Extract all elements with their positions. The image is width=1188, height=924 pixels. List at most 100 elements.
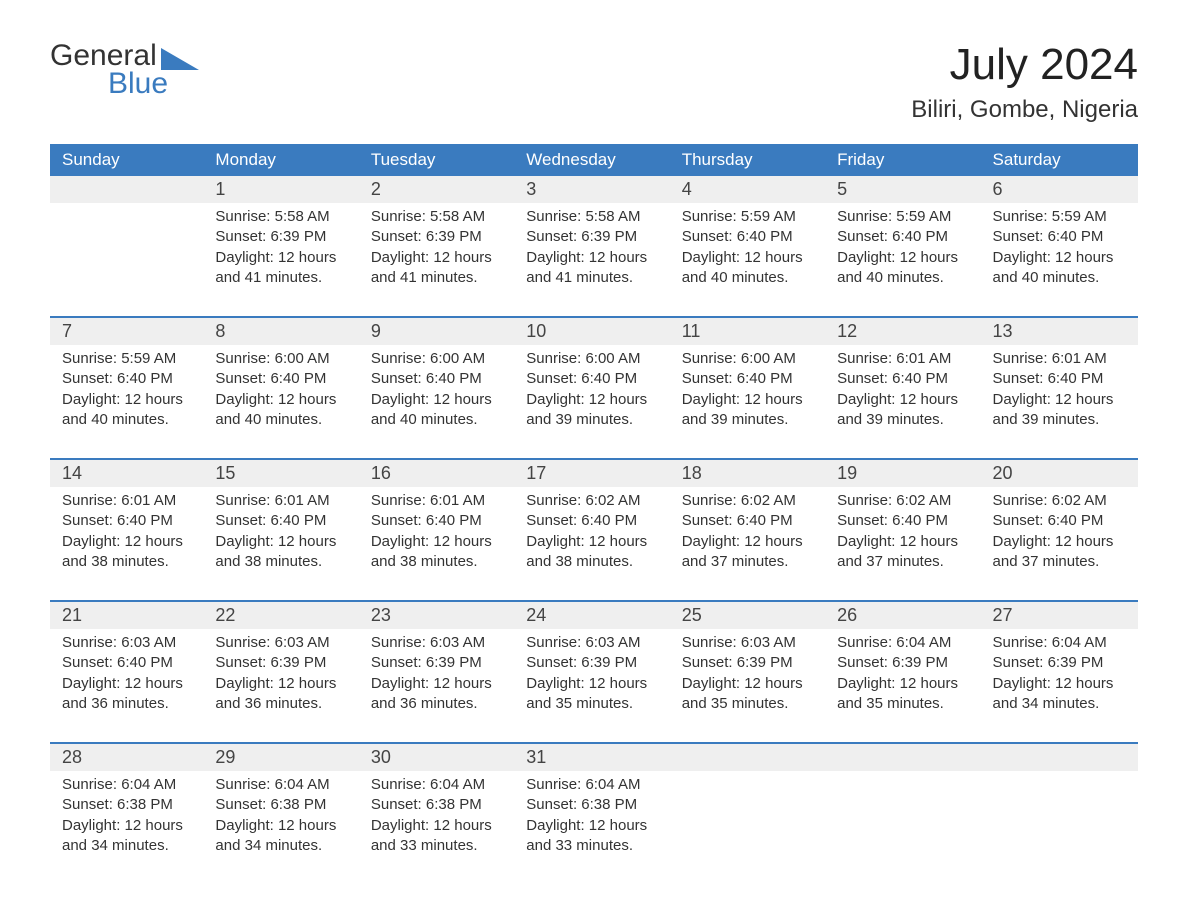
col-wednesday: Wednesday <box>516 144 671 176</box>
sunset-text: Sunset: 6:40 PM <box>371 369 506 389</box>
daylight-text: and 40 minutes. <box>215 410 350 430</box>
day-number-cell: 31 <box>516 744 671 771</box>
sunset-text: Sunset: 6:40 PM <box>682 227 817 247</box>
day-detail-cell: Sunrise: 6:03 AMSunset: 6:39 PMDaylight:… <box>516 629 671 743</box>
daylight-text: Daylight: 12 hours <box>371 674 506 694</box>
daylight-text: and 40 minutes. <box>371 410 506 430</box>
day-detail-cell: Sunrise: 6:00 AMSunset: 6:40 PMDaylight:… <box>361 345 516 459</box>
day-number: 4 <box>682 179 692 199</box>
daylight-text: Daylight: 12 hours <box>993 390 1128 410</box>
day-detail-cell: Sunrise: 5:59 AMSunset: 6:40 PMDaylight:… <box>672 203 827 317</box>
daylight-text: Daylight: 12 hours <box>837 532 972 552</box>
day-number-cell: 6 <box>983 176 1138 203</box>
sunset-text: Sunset: 6:38 PM <box>62 795 195 815</box>
day-number-cell: 30 <box>361 744 516 771</box>
daylight-text: and 39 minutes. <box>837 410 972 430</box>
sunrise-text: Sunrise: 6:04 AM <box>371 775 506 795</box>
day-detail-cell: Sunrise: 5:58 AMSunset: 6:39 PMDaylight:… <box>361 203 516 317</box>
sunrise-text: Sunrise: 6:03 AM <box>371 633 506 653</box>
sunrise-text: Sunrise: 6:04 AM <box>837 633 972 653</box>
day-number-cell: 9 <box>361 318 516 345</box>
day-detail-cell <box>983 771 1138 884</box>
daylight-text: Daylight: 12 hours <box>62 674 195 694</box>
sunrise-text: Sunrise: 5:59 AM <box>837 207 972 227</box>
daylight-text: Daylight: 12 hours <box>682 248 817 268</box>
day-number: 10 <box>526 321 546 341</box>
sunrise-text: Sunrise: 6:03 AM <box>526 633 661 653</box>
sunrise-text: Sunrise: 6:02 AM <box>993 491 1128 511</box>
sunset-text: Sunset: 6:40 PM <box>215 369 350 389</box>
sunset-text: Sunset: 6:40 PM <box>371 511 506 531</box>
sunrise-text: Sunrise: 5:58 AM <box>215 207 350 227</box>
sunset-text: Sunset: 6:39 PM <box>993 653 1128 673</box>
day-number-cell: 20 <box>983 460 1138 487</box>
logo-word-2: Blue <box>108 68 199 100</box>
daylight-text: and 38 minutes. <box>215 552 350 572</box>
daylight-text: and 36 minutes. <box>371 694 506 714</box>
sunrise-text: Sunrise: 5:58 AM <box>371 207 506 227</box>
day-detail-cell: Sunrise: 6:01 AMSunset: 6:40 PMDaylight:… <box>983 345 1138 459</box>
day-number: 9 <box>371 321 381 341</box>
daylight-text: and 35 minutes. <box>526 694 661 714</box>
sunset-text: Sunset: 6:39 PM <box>215 227 350 247</box>
sunset-text: Sunset: 6:40 PM <box>62 653 195 673</box>
day-detail-cell: Sunrise: 6:04 AMSunset: 6:38 PMDaylight:… <box>516 771 671 884</box>
day-number-row: 14151617181920 <box>50 460 1138 487</box>
day-number-cell: 14 <box>50 460 205 487</box>
day-number: 24 <box>526 605 546 625</box>
day-number: 15 <box>215 463 235 483</box>
day-number-cell: 2 <box>361 176 516 203</box>
sunrise-text: Sunrise: 6:01 AM <box>993 349 1128 369</box>
day-number-cell <box>50 176 205 203</box>
day-detail-cell: Sunrise: 6:00 AMSunset: 6:40 PMDaylight:… <box>672 345 827 459</box>
daylight-text: and 33 minutes. <box>526 836 661 856</box>
daylight-text: Daylight: 12 hours <box>62 532 195 552</box>
daylight-text: and 35 minutes. <box>682 694 817 714</box>
col-friday: Friday <box>827 144 982 176</box>
daylight-text: and 38 minutes. <box>371 552 506 572</box>
day-number: 29 <box>215 747 235 767</box>
day-number-cell: 21 <box>50 602 205 629</box>
day-number: 18 <box>682 463 702 483</box>
sunset-text: Sunset: 6:38 PM <box>371 795 506 815</box>
day-detail-cell <box>50 203 205 317</box>
daylight-text: Daylight: 12 hours <box>526 532 661 552</box>
daylight-text: Daylight: 12 hours <box>371 816 506 836</box>
day-number-cell <box>983 744 1138 771</box>
daylight-text: Daylight: 12 hours <box>993 532 1128 552</box>
sunrise-text: Sunrise: 6:00 AM <box>371 349 506 369</box>
sunset-text: Sunset: 6:40 PM <box>682 511 817 531</box>
day-number: 14 <box>62 463 82 483</box>
title-block: July 2024 Biliri, Gombe, Nigeria <box>911 40 1138 124</box>
daylight-text: and 39 minutes. <box>993 410 1128 430</box>
calendar-table: Sunday Monday Tuesday Wednesday Thursday… <box>50 144 1138 884</box>
day-number-cell: 25 <box>672 602 827 629</box>
daylight-text: and 39 minutes. <box>682 410 817 430</box>
sunset-text: Sunset: 6:40 PM <box>62 511 195 531</box>
sunrise-text: Sunrise: 6:01 AM <box>837 349 972 369</box>
day-number-row: 123456 <box>50 176 1138 203</box>
day-detail-cell: Sunrise: 5:59 AMSunset: 6:40 PMDaylight:… <box>50 345 205 459</box>
daylight-text: Daylight: 12 hours <box>526 816 661 836</box>
day-number: 20 <box>993 463 1013 483</box>
day-number: 30 <box>371 747 391 767</box>
day-number: 17 <box>526 463 546 483</box>
daylight-text: Daylight: 12 hours <box>837 390 972 410</box>
daylight-text: and 39 minutes. <box>526 410 661 430</box>
day-number: 28 <box>62 747 82 767</box>
day-number-cell: 19 <box>827 460 982 487</box>
daylight-text: Daylight: 12 hours <box>682 674 817 694</box>
day-detail-cell: Sunrise: 6:02 AMSunset: 6:40 PMDaylight:… <box>827 487 982 601</box>
day-number-cell: 28 <box>50 744 205 771</box>
daylight-text: and 33 minutes. <box>371 836 506 856</box>
daylight-text: Daylight: 12 hours <box>215 248 350 268</box>
daylight-text: and 41 minutes. <box>371 268 506 288</box>
daylight-text: and 40 minutes. <box>62 410 195 430</box>
daylight-text: and 36 minutes. <box>215 694 350 714</box>
daylight-text: and 38 minutes. <box>62 552 195 572</box>
day-number-cell: 10 <box>516 318 671 345</box>
day-detail-cell: Sunrise: 5:58 AMSunset: 6:39 PMDaylight:… <box>205 203 360 317</box>
day-number: 6 <box>993 179 1003 199</box>
sunrise-text: Sunrise: 6:02 AM <box>526 491 661 511</box>
col-monday: Monday <box>205 144 360 176</box>
